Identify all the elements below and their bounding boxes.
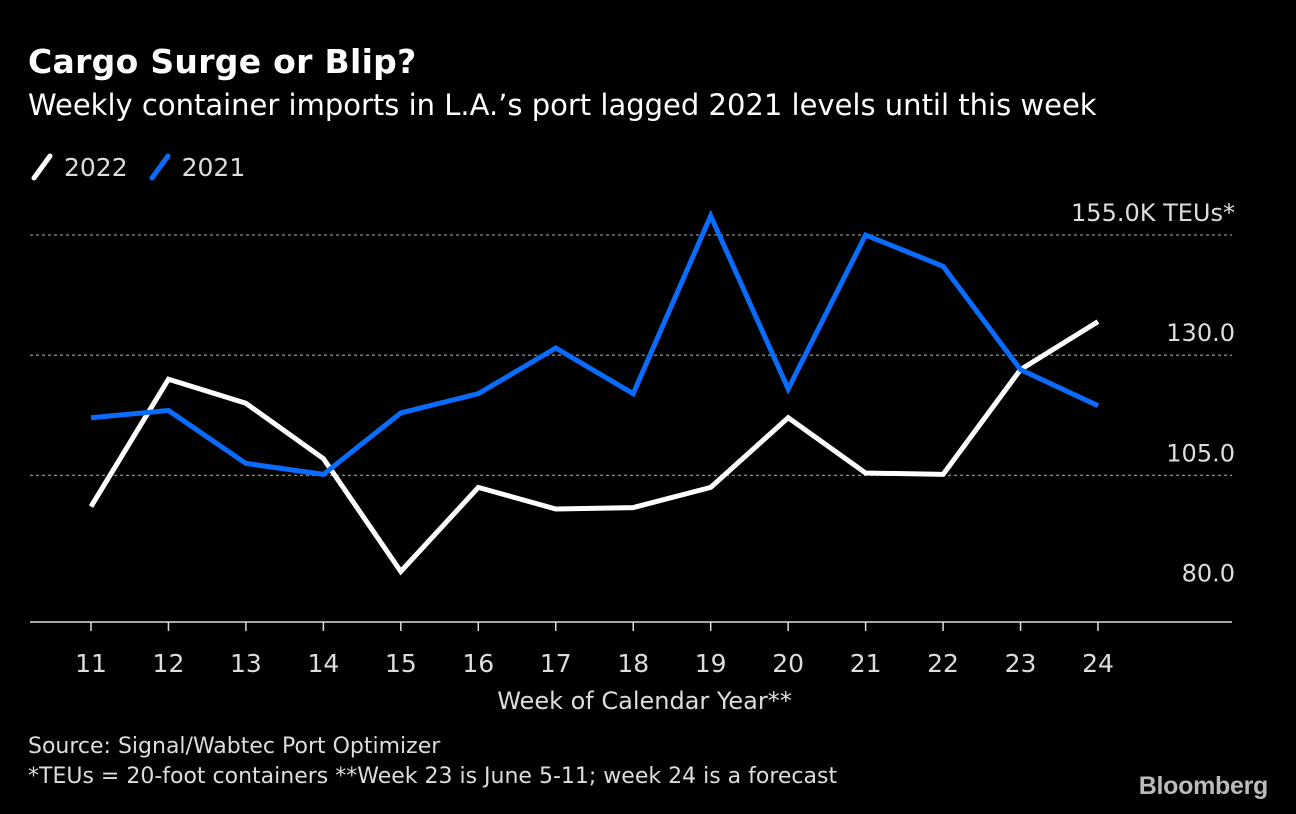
legend: 2022 2021 <box>30 150 265 184</box>
x-tick-label-24: 24 <box>1082 649 1114 678</box>
y-tick-label-155: 155.0K TEUs* <box>1071 199 1235 227</box>
footer-notes: Source: Signal/Wabtec Port Optimizer *TE… <box>28 732 837 792</box>
x-axis-title: Week of Calendar Year** <box>497 687 792 715</box>
bloomberg-logo: Bloomberg <box>1138 772 1269 800</box>
series-line-2021 <box>90 209 1100 478</box>
x-tick-label-22: 22 <box>927 649 959 678</box>
y-tick-label-80: 80.0 <box>1182 560 1235 588</box>
x-tick-label-21: 21 <box>850 649 882 678</box>
x-tick-label-23: 23 <box>1005 649 1037 678</box>
x-tick-label-14: 14 <box>307 649 339 678</box>
y-tick-label-130: 130.0 <box>1166 319 1235 347</box>
footnote: *TEUs = 20-foot containers **Week 23 is … <box>28 764 838 789</box>
x-tick-label-12: 12 <box>153 649 185 678</box>
legend-swatch-2022-icon <box>31 153 53 181</box>
x-tick-label-16: 16 <box>462 649 494 678</box>
legend-label-2022: 2022 <box>64 152 128 182</box>
legend-label-2021: 2021 <box>181 152 246 182</box>
x-tick-label-13: 13 <box>230 649 262 678</box>
legend-item-2022: 2022 <box>30 152 128 182</box>
source-note: Source: Signal/Wabtec Port Optimizer <box>28 734 441 759</box>
x-tick-label-11: 11 <box>75 649 107 678</box>
chart-subtitle: Weekly container imports in L.A.’s port … <box>28 88 1097 122</box>
chart-title: Cargo Surge or Blip? <box>28 42 417 81</box>
x-tick-label-19: 19 <box>695 649 727 678</box>
x-tick-label-17: 17 <box>540 649 572 678</box>
y-tick-label-105: 105.0 <box>1166 439 1235 467</box>
x-tick-label-15: 15 <box>385 649 417 678</box>
x-tick-label-18: 18 <box>617 649 649 678</box>
legend-item-2021: 2021 <box>148 152 246 182</box>
legend-swatch-2021-icon <box>149 153 171 181</box>
series-line-2022 <box>88 319 1100 576</box>
x-tick-label-20: 20 <box>772 649 804 678</box>
